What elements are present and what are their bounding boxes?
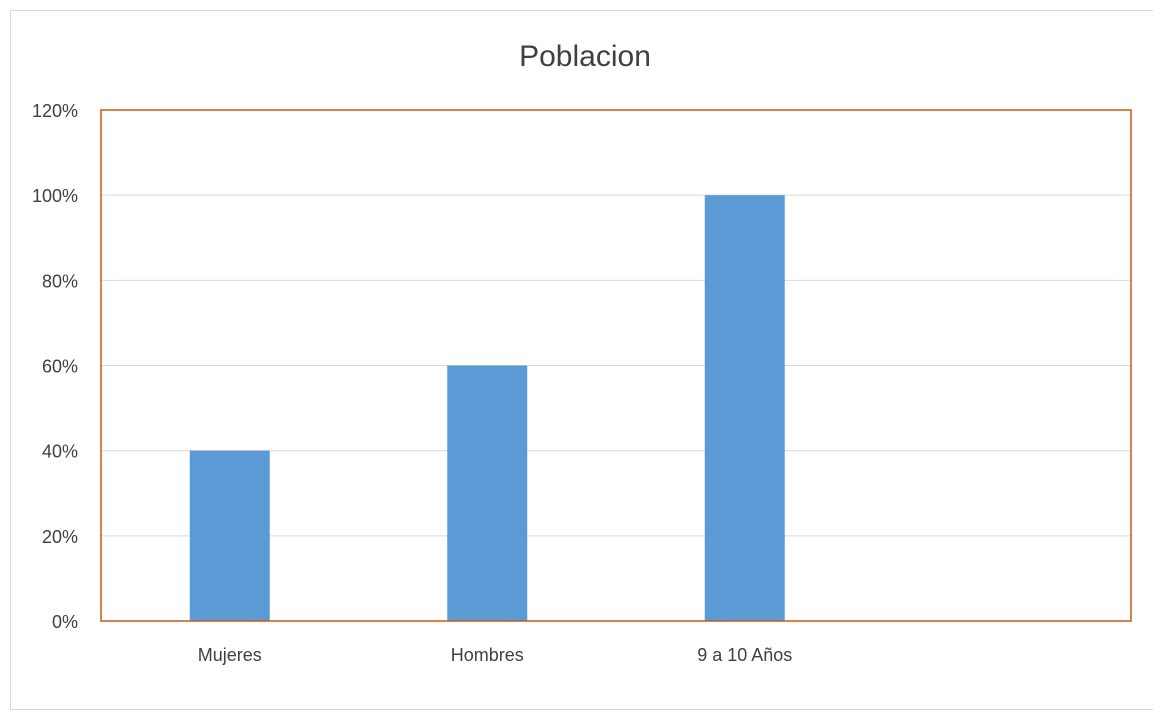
y-tick-label: 120% <box>32 101 78 121</box>
y-tick-label: 0% <box>52 612 78 632</box>
x-category-label: 9 a 10 Años <box>697 645 792 665</box>
bars <box>189 195 785 621</box>
chart-title: Poblacion <box>519 40 651 73</box>
x-axis-labels: Mujeres Hombres 9 a 10 Años <box>198 645 793 665</box>
y-tick-label: 40% <box>42 442 78 462</box>
plot-area-border <box>100 109 1132 622</box>
y-axis-ticks: 0% 20% 40% 60% 80% 100% 120% <box>32 101 78 632</box>
x-category-label: Mujeres <box>198 645 262 665</box>
gridlines <box>101 194 1131 537</box>
y-tick-label: 20% <box>42 527 78 547</box>
bar <box>189 450 270 621</box>
y-tick-label: 60% <box>42 357 78 377</box>
y-tick-label: 80% <box>42 271 78 291</box>
bar <box>704 195 785 621</box>
x-category-label: Hombres <box>451 645 524 665</box>
y-tick-label: 100% <box>32 186 78 206</box>
bar-chart: Poblacion 0% 20% 40% 60% 80% 100% 120% Mujeres… <box>32 40 1132 665</box>
bar <box>447 365 528 621</box>
